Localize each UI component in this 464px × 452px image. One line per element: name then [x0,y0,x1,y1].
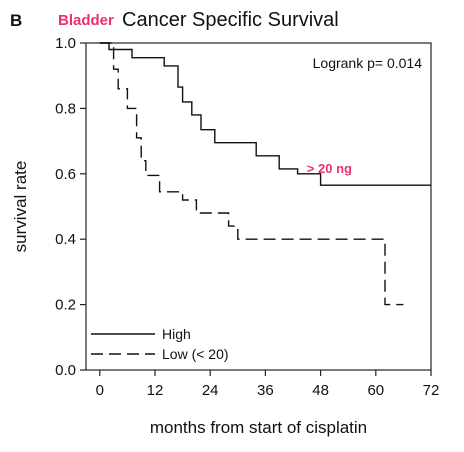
y-tick-label: 0.4 [55,231,76,248]
series-line-low [99,42,404,306]
series-lines [99,42,431,306]
axis-ticks: 0.0 0.2 0.4 0.6 0.8 1.0 0 12 24 36 48 60 72 [55,35,439,399]
legend-label: Low (< 20) [162,346,229,362]
series-line-high [99,42,431,186]
y-tick-label: 1.0 [55,35,76,52]
legend-label: High [162,326,191,342]
title-highlight: Bladder [58,12,114,29]
x-tick-label: 12 [147,382,164,399]
panel-label: B [10,11,22,30]
x-tick-label: 72 [423,382,440,399]
x-tick-label: 36 [257,382,274,399]
plot-frame [85,42,432,371]
legend: High Low (< 20) [91,326,229,362]
title-group: B Bladder Cancer Specific Survival [10,9,339,31]
x-tick-label: 60 [367,382,384,399]
y-tick-label: 0.8 [55,100,76,117]
y-axis-label: survival rate [11,161,30,253]
x-tick-label: 0 [96,382,104,399]
y-tick-label: 0.6 [55,166,76,183]
x-axis-label: months from start of cisplatin [150,418,367,437]
x-tick-label: 48 [312,382,329,399]
chart-title: Cancer Specific Survival [122,9,339,31]
logrank-annotation: Logrank p= 0.014 [313,55,423,71]
high-group-label: > 20 ng [307,161,352,176]
x-tick-label: 24 [202,382,219,399]
y-tick-label: 0.0 [55,362,76,379]
y-tick-label: 0.2 [55,297,76,314]
